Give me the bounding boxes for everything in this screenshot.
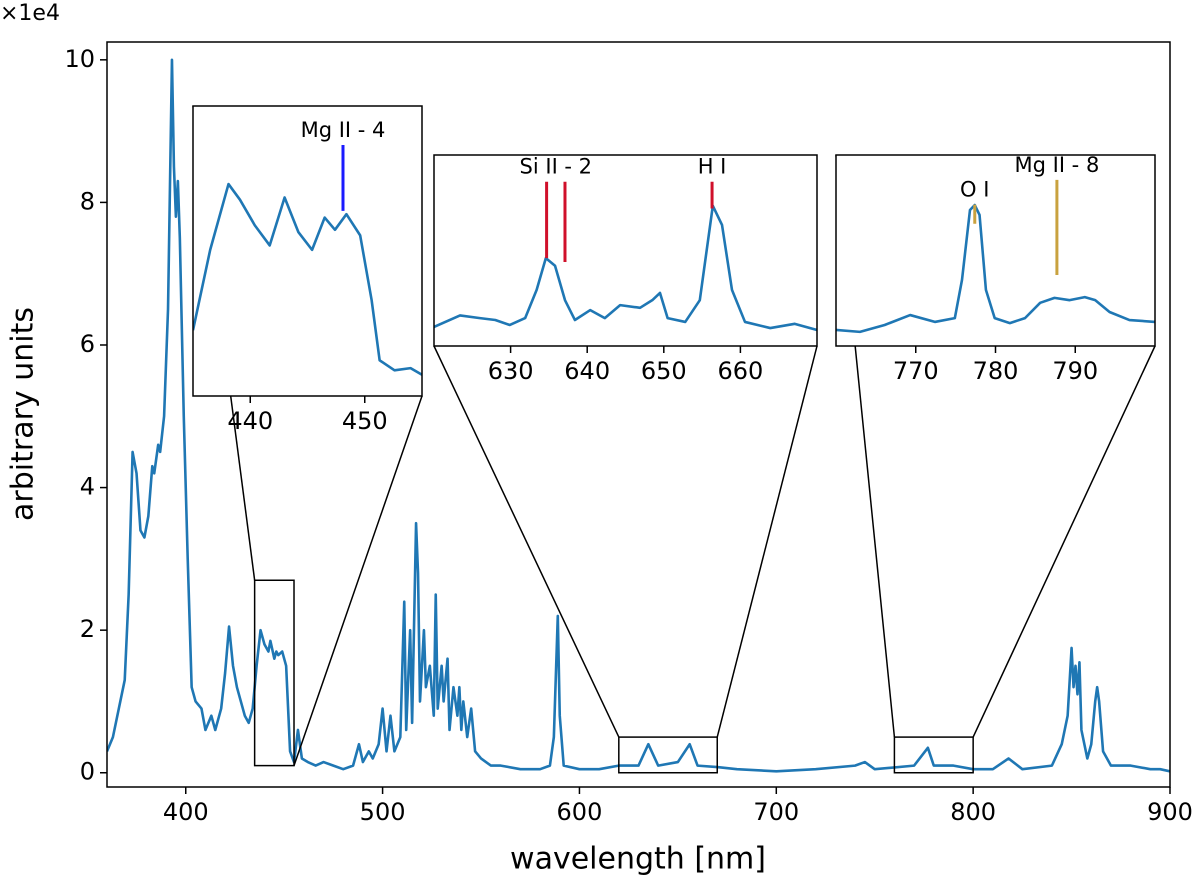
connector: [433, 345, 620, 738]
x-tick-label: 800: [950, 798, 996, 826]
zoom-box: [253, 579, 295, 767]
x-tick-label: 640: [564, 357, 610, 385]
spectrum-line: [434, 204, 817, 332]
spectrum-line: [836, 203, 1155, 334]
x-tick-label: 450: [342, 407, 388, 435]
y-tick-label: 8: [80, 187, 95, 215]
marker-label: H I: [698, 155, 727, 179]
y-tick-label: 0: [80, 758, 95, 786]
x-axis-label: wavelength [nm]: [510, 842, 766, 877]
x-tick-label: 790: [1052, 357, 1098, 385]
connector: [293, 395, 423, 766]
x-tick-label: 780: [973, 357, 1019, 385]
x-tick-label: 630: [488, 357, 534, 385]
inset-background: [193, 106, 422, 396]
x-tick-label: 700: [753, 798, 799, 826]
axes-frame: [433, 154, 818, 347]
marker-label: Mg II - 4: [301, 118, 386, 142]
x-tick-label: 650: [641, 357, 687, 385]
zoom-box: [893, 736, 974, 774]
axes-frame: [835, 154, 1156, 347]
y-tick-label: 4: [80, 473, 95, 501]
spectrum-line: [107, 58, 1170, 773]
marker-label: Si II - 2: [520, 155, 593, 179]
inset-background: [434, 155, 817, 346]
y-tick-label: 10: [64, 45, 95, 73]
connector: [716, 345, 818, 738]
x-tick-label: 400: [163, 798, 209, 826]
spectrum-line: [193, 182, 422, 376]
x-tick-label: 660: [717, 357, 763, 385]
x-tick-label: 770: [893, 357, 939, 385]
axes-frame: [192, 105, 423, 397]
marker-label: Mg II - 8: [1015, 153, 1100, 177]
zoom-box: [618, 736, 718, 774]
x-tick-label: 500: [360, 798, 406, 826]
x-tick-label: 900: [1147, 798, 1193, 826]
connector: [972, 345, 1156, 738]
inset-background: [836, 155, 1155, 346]
y-tick-label: 6: [80, 330, 95, 358]
x-tick-label: 600: [557, 798, 603, 826]
x-tick-label: 440: [227, 407, 273, 435]
y-tick-label: 2: [80, 615, 95, 643]
axes-frame: [106, 41, 1171, 788]
offset-text: ×1e4: [0, 1, 60, 26]
marker-label: O I: [960, 178, 989, 202]
y-axis-label: arbitrary units: [6, 307, 41, 521]
